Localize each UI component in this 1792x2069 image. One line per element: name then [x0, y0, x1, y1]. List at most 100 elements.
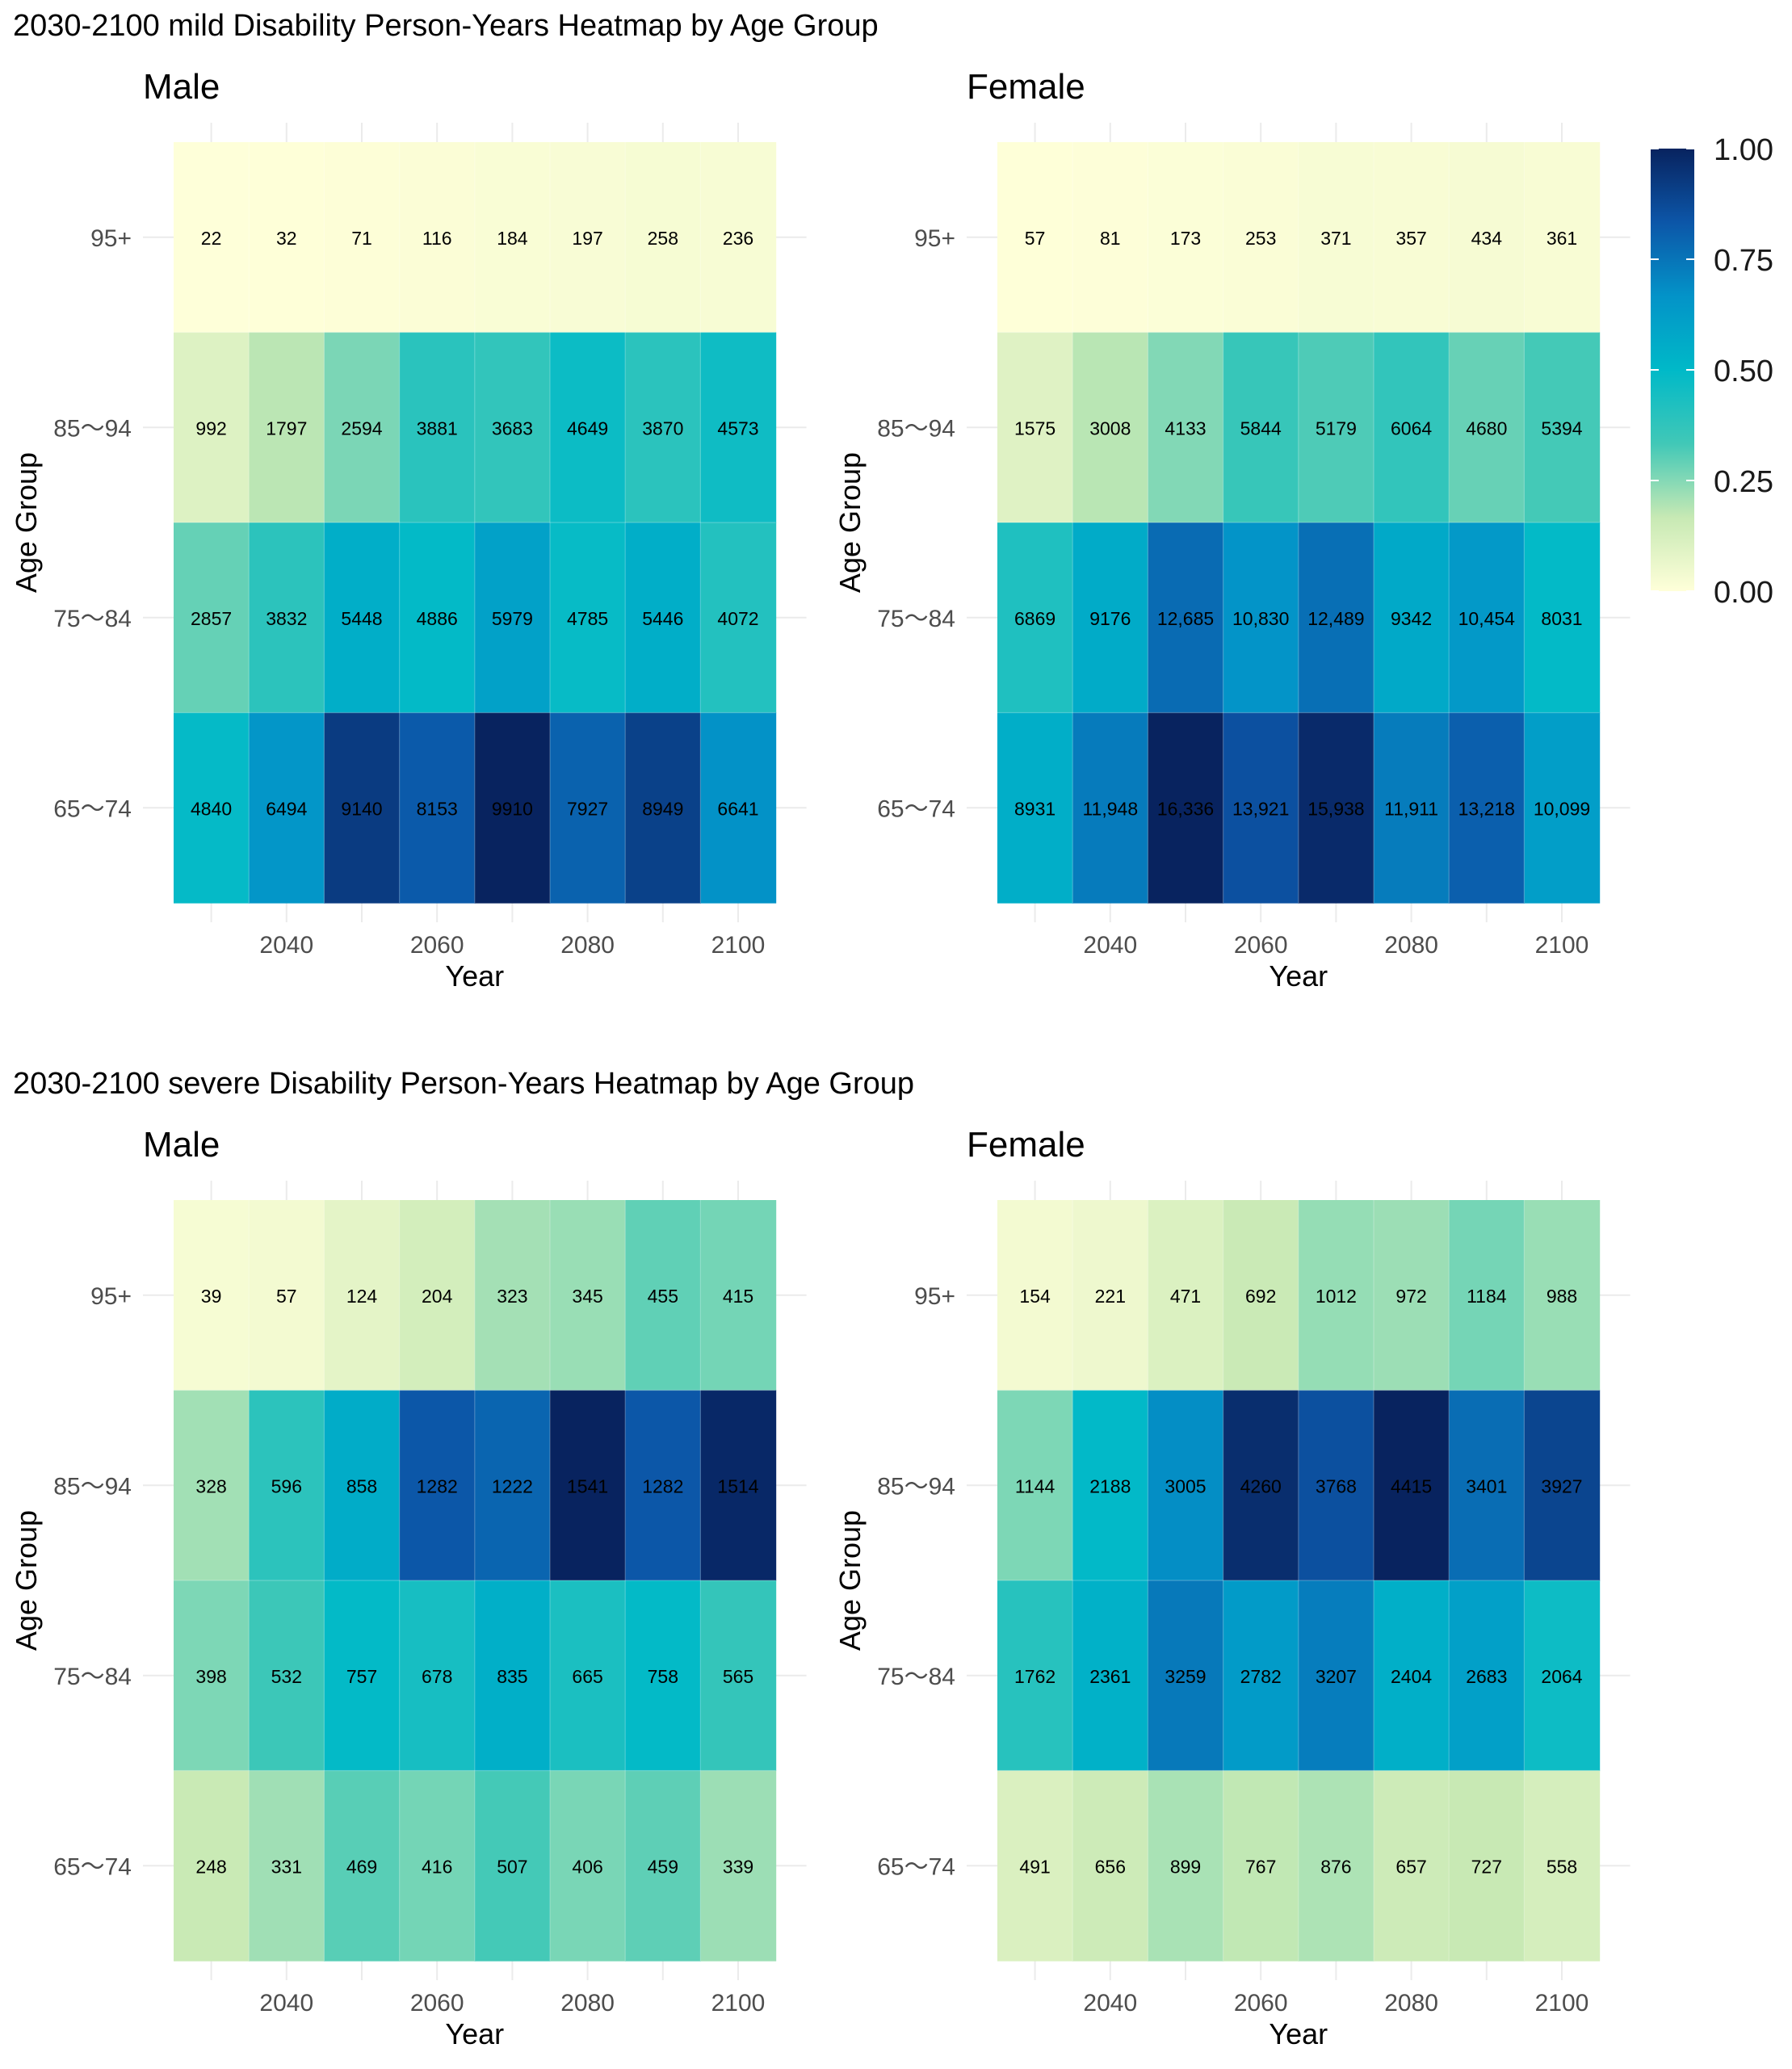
- legend-tick-label: 0.50: [1714, 355, 1773, 388]
- cell-value-label: 459: [648, 1856, 678, 1877]
- cell-value-label: 39: [201, 1286, 222, 1307]
- facet-label: Female: [967, 67, 1085, 107]
- cell-value-label: 5448: [341, 608, 382, 629]
- facet-panel-male: Male 22 32 71 116 184 197 258 236 95+ 992 1797 2594 3…: [10, 67, 807, 993]
- heatmap-cell: [1148, 332, 1224, 523]
- cell-value-label: 11,911: [1384, 798, 1438, 819]
- cell-value-label: 2404: [1391, 1666, 1432, 1687]
- color-legend: 1.00 0.75 0.50 0.25 0.00: [1651, 133, 1773, 610]
- cell-value-label: 10,454: [1458, 608, 1516, 629]
- x-tick-label: 2100: [711, 932, 766, 959]
- heatmap-cell: [324, 1580, 401, 1772]
- cell-value-label: 596: [271, 1475, 302, 1496]
- cell-value-label: 4785: [567, 608, 608, 629]
- heatmap-cell: [550, 1390, 626, 1581]
- heatmap-cell: [700, 332, 777, 523]
- heatmap-cell: [249, 332, 325, 523]
- cell-value-label: 11,948: [1082, 798, 1138, 819]
- cell-value-label: 469: [346, 1856, 377, 1877]
- facet-panel-male: Male 39 57 124 204 323 345 455 415 95+ 328 596 858 12…: [10, 1125, 807, 2050]
- heatmap-cell: [625, 1770, 701, 1962]
- cell-value-label: 2361: [1089, 1666, 1131, 1687]
- cell-value-label: 22: [201, 228, 222, 249]
- y-axis-title: Age Group: [833, 452, 867, 593]
- heatmap-cell: [1223, 332, 1299, 523]
- heatmap-section-0: 2030-2100 mild Disability Person-Years H…: [10, 9, 1630, 993]
- cell-value-label: 57: [276, 1286, 297, 1307]
- heatmap-cell: [474, 1580, 551, 1772]
- cell-value-label: 1012: [1316, 1286, 1357, 1307]
- cell-value-label: 4680: [1466, 418, 1507, 439]
- heatmap-cell: [324, 712, 401, 904]
- y-axis-title: Age Group: [10, 1510, 43, 1651]
- heatmap-cell: [1223, 1390, 1299, 1581]
- heatmap-cell: [399, 1580, 476, 1772]
- heatmap-cell: [1449, 1390, 1525, 1581]
- cell-value-label: 434: [1471, 228, 1503, 249]
- cell-value-label: 32: [276, 228, 297, 249]
- cell-value-label: 71: [351, 228, 372, 249]
- cell-value-label: 3927: [1541, 1475, 1582, 1496]
- cell-value-label: 204: [422, 1286, 453, 1307]
- heatmap-cell: [997, 1200, 1073, 1391]
- heatmap-cell: [249, 1390, 325, 1581]
- cell-value-label: 415: [723, 1286, 753, 1307]
- y-tick-label: 65～74: [877, 795, 955, 822]
- cell-value-label: 4072: [717, 608, 758, 629]
- heatmap-cell: [1449, 1770, 1525, 1962]
- cell-value-label: 2857: [191, 608, 232, 629]
- cell-value-label: 8153: [417, 798, 458, 819]
- heatmap-cell: [997, 332, 1073, 523]
- y-tick-label: 75～84: [877, 1664, 955, 1690]
- cell-value-label: 154: [1019, 1286, 1051, 1307]
- heatmap-cell: [550, 142, 626, 334]
- cell-value-label: 5179: [1316, 418, 1357, 439]
- heatmap-cell: [700, 712, 777, 904]
- cell-value-label: 692: [1245, 1286, 1276, 1307]
- cell-value-label: 398: [195, 1666, 226, 1687]
- cell-value-label: 6869: [1014, 608, 1055, 629]
- cell-value-label: 767: [1245, 1856, 1276, 1877]
- cell-value-label: 9342: [1391, 608, 1432, 629]
- y-axis-title: Age Group: [833, 1510, 867, 1651]
- heatmap-cell: [997, 522, 1073, 714]
- x-tick-label: 2060: [1234, 1990, 1288, 2017]
- cell-value-label: 406: [572, 1856, 602, 1877]
- heatmap-cell: [700, 1390, 777, 1581]
- legend-tick-label: 1.00: [1714, 133, 1773, 167]
- cell-value-label: 13,218: [1458, 798, 1515, 819]
- y-tick-label: 95+: [914, 225, 955, 252]
- cell-value-label: 16,336: [1157, 798, 1214, 819]
- heatmap-cell: [1148, 522, 1224, 714]
- cell-value-label: 6641: [717, 798, 758, 819]
- cell-value-label: 455: [648, 1286, 678, 1307]
- cell-value-label: 988: [1546, 1286, 1577, 1307]
- cell-value-label: 4573: [717, 418, 758, 439]
- facet-panel-female: Female 57 81 173 253 371 357 434 361 95+ 1575 3008 4…: [833, 67, 1630, 993]
- heatmap-cell: [249, 1580, 325, 1772]
- chart-title: 2030-2100 severe Disability Person-Years…: [13, 1067, 914, 1101]
- cell-value-label: 3870: [642, 418, 683, 439]
- heatmap-cell: [1374, 332, 1450, 523]
- x-tick-label: 2100: [1535, 1990, 1589, 2017]
- heatmap-cell: [700, 1580, 777, 1772]
- heatmap-cell: [1298, 1770, 1374, 1962]
- cell-value-label: 657: [1395, 1856, 1426, 1877]
- heatmap-cell: [625, 1390, 701, 1581]
- heatmap-cell: [1072, 1580, 1148, 1772]
- legend-tick-label: 0.25: [1714, 465, 1773, 499]
- x-tick-label: 2040: [1083, 932, 1137, 959]
- cell-value-label: 532: [271, 1666, 302, 1687]
- heatmap-cell: [1072, 332, 1148, 523]
- heatmap-cell: [174, 712, 250, 904]
- y-tick-label: 95+: [90, 1283, 132, 1310]
- cell-value-label: 1144: [1015, 1475, 1055, 1496]
- heatmap-cell: [1148, 142, 1224, 334]
- heatmap-cell: [1298, 1580, 1374, 1772]
- x-tick-label: 2080: [560, 932, 615, 959]
- y-axis-title: Age Group: [10, 452, 43, 593]
- heatmap-cell: [174, 1390, 250, 1581]
- cell-value-label: 4133: [1165, 418, 1206, 439]
- heatmap-cell: [1223, 1770, 1299, 1962]
